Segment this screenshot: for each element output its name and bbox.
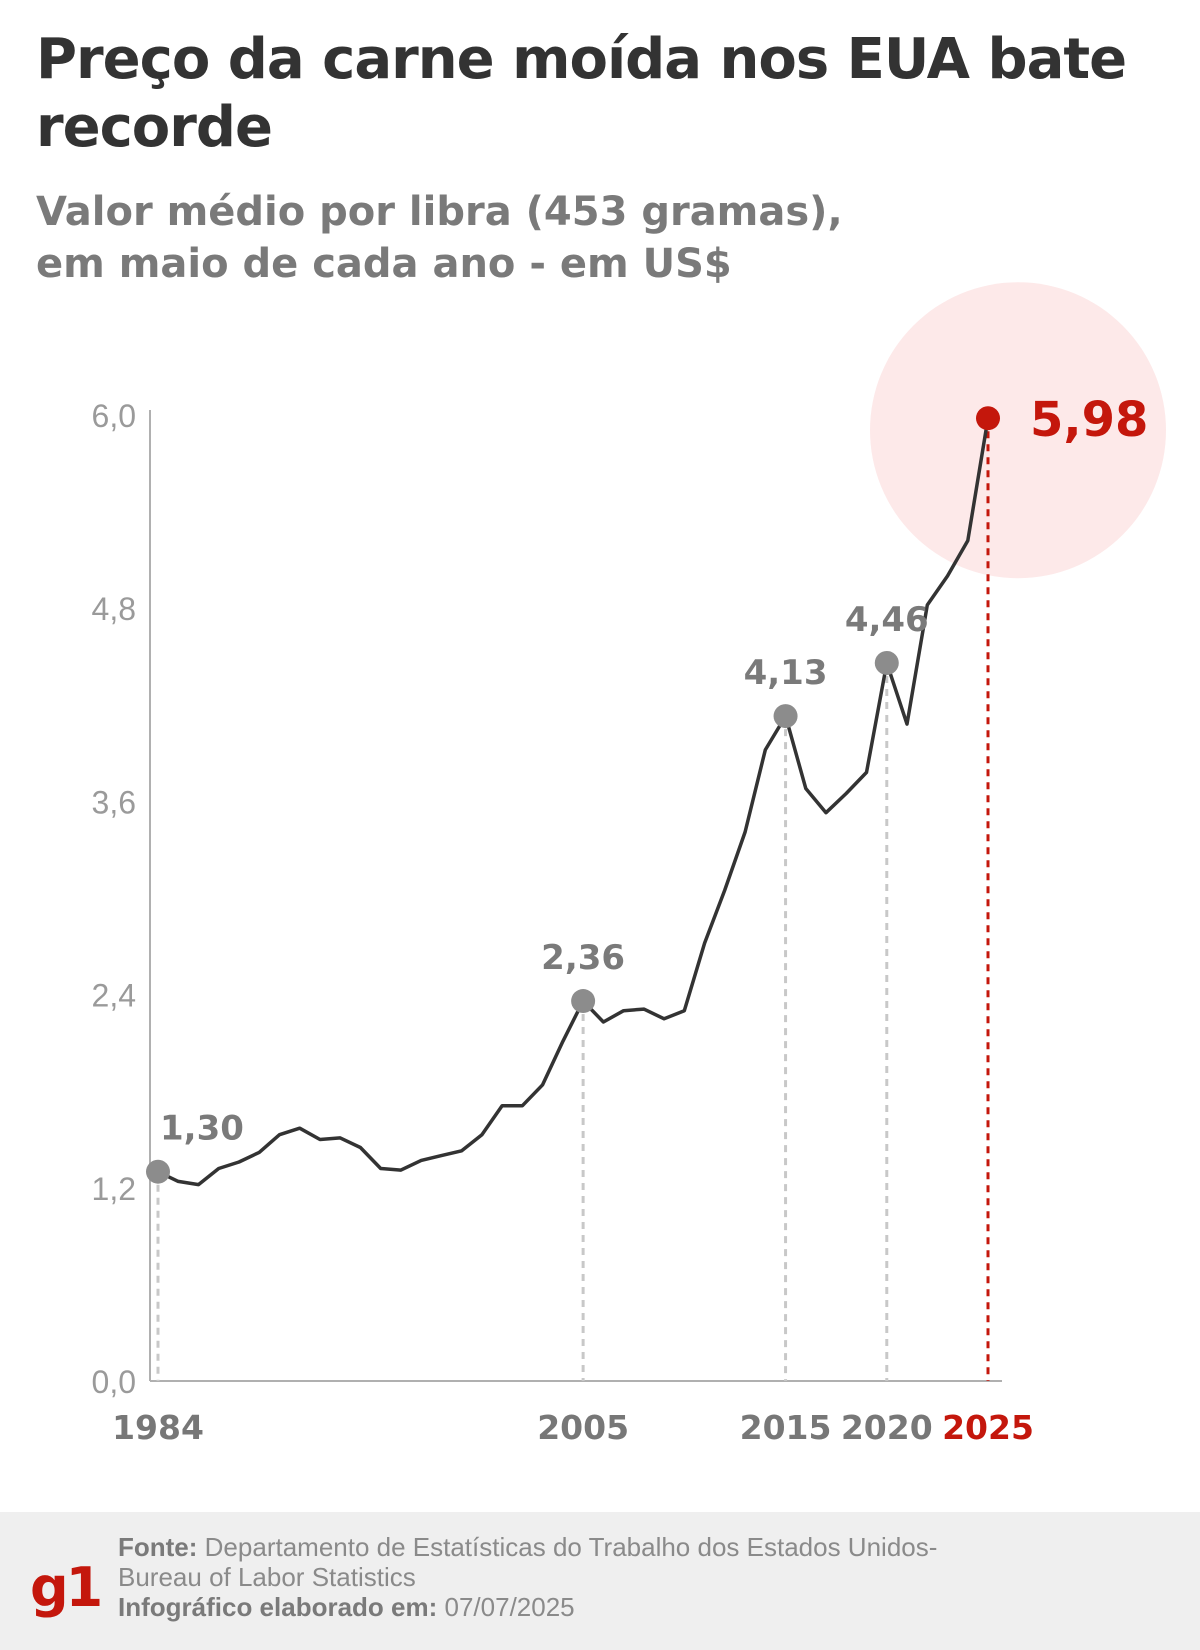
source-line: Fonte: Departamento de Estatísticas do T… — [118, 1532, 1178, 1562]
y-tick-label: 6,0 — [92, 398, 136, 434]
data-label: 4,13 — [744, 653, 828, 693]
y-tick-label: 1,2 — [92, 1171, 136, 1207]
made-date: 07/07/2025 — [444, 1592, 575, 1622]
x-tick-label: 1984 — [112, 1408, 204, 1447]
chart-title: Preço da carne moída nos EUA bate record… — [36, 27, 1127, 160]
y-tick-label: 0,0 — [92, 1364, 136, 1400]
x-tick-label: 2020 — [841, 1408, 933, 1447]
data-point — [773, 704, 798, 729]
y-tick-label: 2,4 — [92, 978, 136, 1014]
y-tick-label: 3,6 — [92, 784, 136, 820]
data-point — [874, 650, 899, 675]
footer: g1 Fonte: Departamento de Estatísticas d… — [0, 1512, 1200, 1650]
source-text-2: Bureau of Labor Statistics — [118, 1562, 416, 1592]
subtitle-line-2: em maio de cada ano - em US$ — [36, 241, 732, 287]
data-point — [976, 406, 1000, 431]
made-label: Infográfico elaborado em: — [118, 1592, 438, 1622]
source-text: Departamento de Estatísticas do Trabalho… — [204, 1532, 938, 1562]
g1-logo: g1 — [30, 1556, 103, 1619]
line-chart: 0,0 1,2 2,4 3,6 4,8 6,0 1,30 2,36 4,13 4,46 5,98 19… — [92, 282, 1166, 1447]
series-line — [157, 417, 990, 1187]
data-label: 4,46 — [845, 600, 929, 640]
data-point — [146, 1159, 170, 1184]
x-tick-label: 2015 — [740, 1408, 832, 1447]
x-tick-label: 2005 — [537, 1408, 629, 1447]
record-halo — [870, 282, 1166, 579]
source-block: Fonte: Departamento de Estatísticas do T… — [118, 1532, 1178, 1622]
chart-subtitle: Valor médio por libra (453 gramas), em m… — [36, 186, 1136, 290]
source-label: Fonte: — [118, 1532, 198, 1562]
data-label: 5,98 — [1030, 392, 1148, 448]
data-point — [571, 989, 596, 1014]
data-label: 2,36 — [541, 938, 625, 978]
x-tick-label: 2025 — [942, 1408, 1034, 1447]
data-label: 1,30 — [160, 1109, 244, 1149]
subtitle-line-1: Valor médio por libra (453 gramas), — [36, 189, 843, 235]
y-tick-label: 4,8 — [92, 591, 136, 627]
made-line: Infográfico elaborado em: 07/07/2025 — [118, 1592, 1178, 1622]
